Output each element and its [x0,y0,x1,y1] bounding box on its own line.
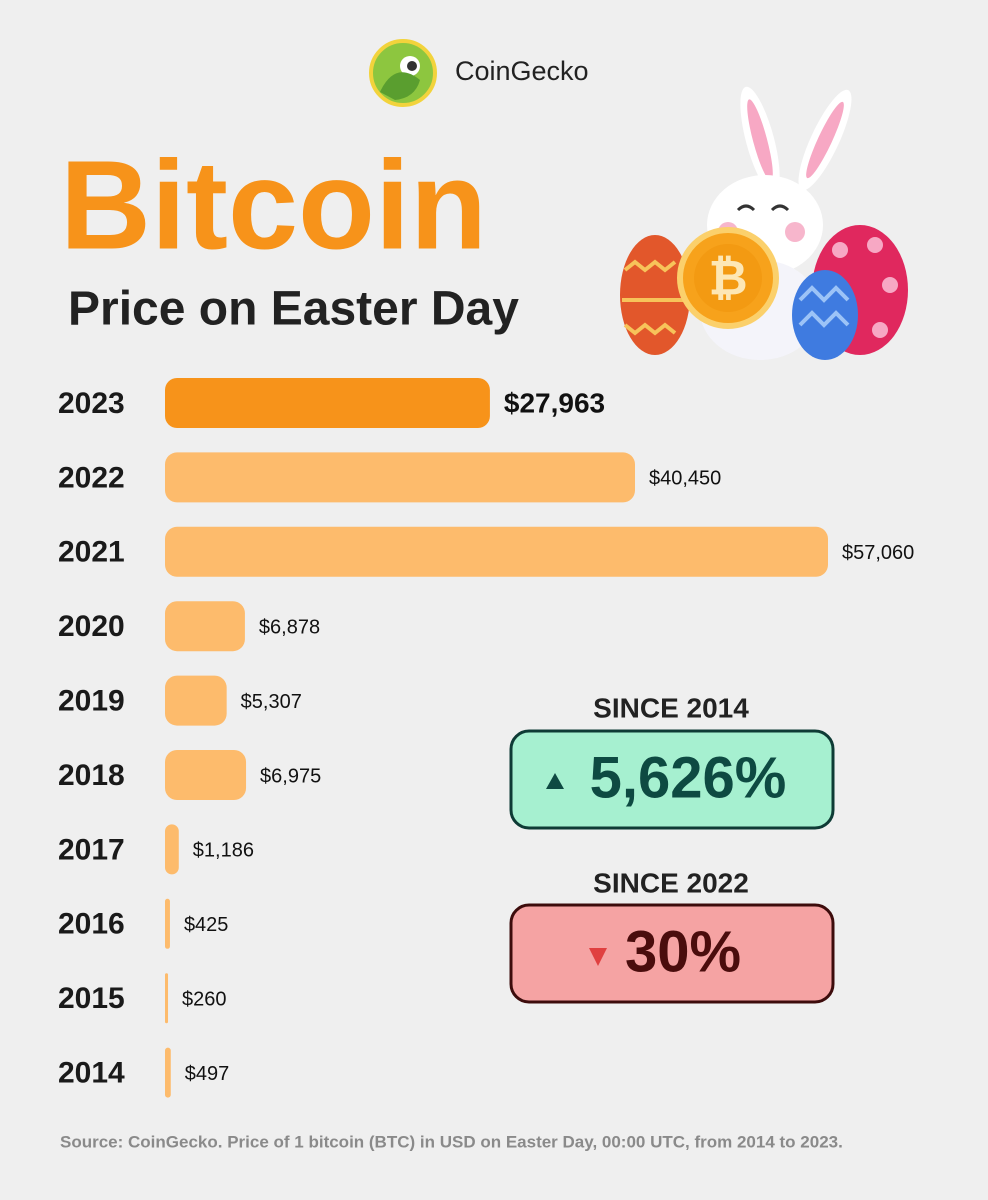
value-label: $57,060 [842,542,914,564]
value-label: $6,878 [259,616,320,638]
bar [165,973,169,1024]
up-arrow [546,773,564,789]
value-label: $6,975 [260,765,321,787]
brand: CoinGecko [455,56,589,86]
bar [165,675,227,726]
value-label: $5,307 [241,691,302,713]
title: Bitcoin [60,134,487,275]
value-label: $27,963 [504,387,605,418]
bar [165,824,179,875]
source-note: Source: CoinGecko. Price of 1 bitcoin (B… [60,1132,843,1151]
category-label: 2017 [58,833,125,866]
bar [165,898,170,949]
category-label: 2023 [58,387,125,420]
category-label: 2020 [58,610,125,643]
bar [165,526,828,577]
subtitle: Price on Easter Day [68,283,519,336]
stat-label: SINCE 2022 [593,867,749,898]
svg-text:₿: ₿ [708,253,747,306]
category-label: 2022 [58,461,125,494]
down-arrow [589,948,607,966]
stat-box [509,729,835,830]
bar [165,601,245,652]
value-label: $260 [182,988,227,1010]
category-label: 2016 [58,908,125,941]
bar [165,452,636,503]
category-label: 2014 [58,1057,125,1090]
value-label: $425 [184,914,229,936]
value-label: $1,186 [193,840,254,862]
logo [369,39,437,107]
bar [165,378,490,428]
stat-value: 5,626% [590,745,787,810]
value-label: $40,450 [649,468,721,490]
value-label: $497 [185,1063,230,1085]
category-label: 2021 [58,536,125,569]
bar [165,750,247,800]
stat-label: SINCE 2014 [593,692,749,723]
stats: SINCE 2014 5,626% SINCE 2022 30% [509,692,835,1004]
easter-illustration: ₿ [620,86,908,360]
stat-value: 30% [625,919,741,984]
stat-box [509,903,835,1004]
category-label: 2015 [58,982,125,1015]
category-label: 2019 [58,685,125,718]
category-label: 2018 [58,759,125,792]
bar [165,1047,171,1098]
